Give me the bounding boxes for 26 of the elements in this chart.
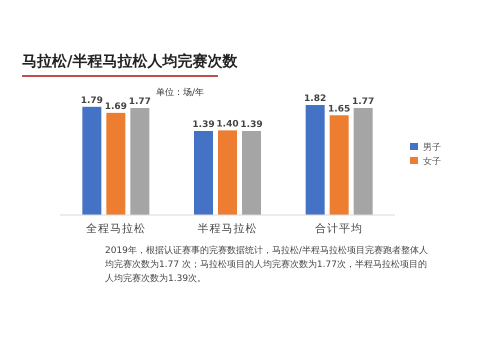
data-label: 1.77 [352, 97, 374, 108]
data-label: 1.39 [240, 120, 263, 130]
bar [194, 130, 213, 215]
data-label: 1.77 [128, 97, 151, 108]
data-label: 1.65 [328, 104, 350, 114]
x-tick-label: 半程马拉松 [198, 222, 258, 235]
bar [130, 108, 150, 215]
chart-subtitle: 单位：场/年 [156, 87, 204, 98]
data-label: 1.82 [304, 94, 326, 104]
data-label: 1.40 [216, 119, 239, 130]
bar [106, 112, 126, 215]
bar [306, 105, 325, 215]
legend-label: 男子 [423, 142, 441, 153]
text: 2019年，根据认证赛事的完赛数据统计，马拉松/半程马拉松项目完赛跑者整体人均完赛次数为1.77 次；马拉松项目的人均完赛次数为1.77次，半程马拉松项目的人均完赛次数为1.39次。 [105, 244, 429, 286]
data-label: 1.39 [192, 120, 215, 130]
bar [82, 106, 102, 215]
chart-title: 马拉松/半程马拉松人均完赛次数 [22, 52, 238, 70]
bar [354, 108, 373, 215]
x-tick-label: 合计平均 [315, 222, 364, 235]
bar [242, 130, 261, 215]
x-tick-label: 全程马拉松 [86, 222, 146, 235]
bar [218, 130, 237, 215]
data-label: 1.79 [80, 96, 103, 106]
data-label: 1.69 [104, 102, 127, 112]
bar [330, 115, 349, 215]
legend-label: 女子 [423, 156, 441, 167]
